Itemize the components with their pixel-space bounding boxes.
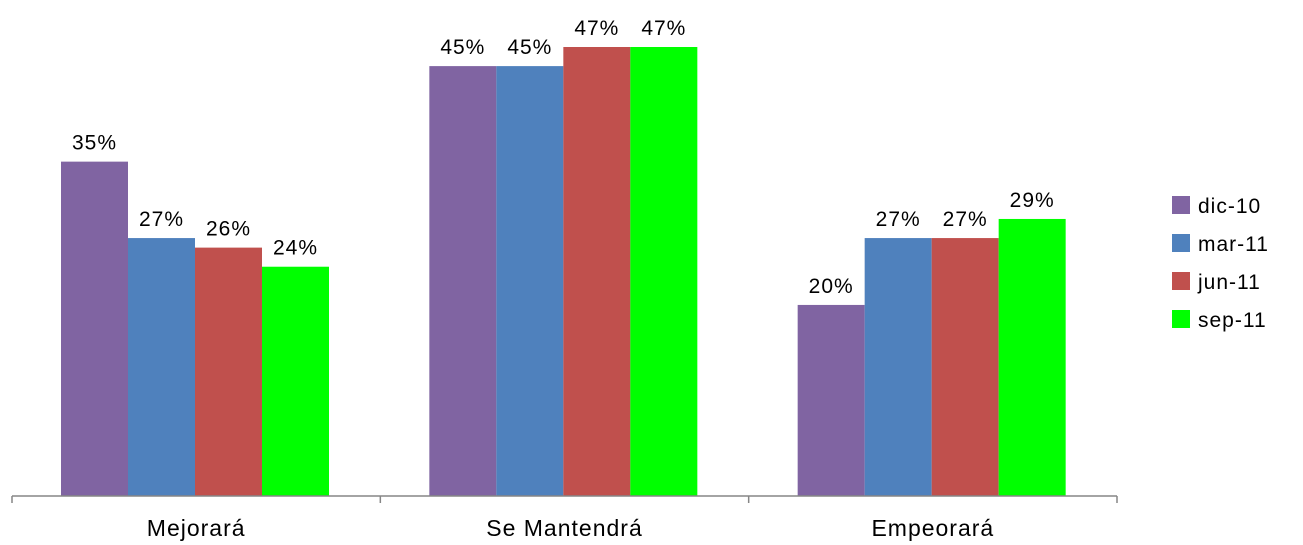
x-axis xyxy=(11,495,1118,503)
bar-se-mantendra-dic-10 xyxy=(429,66,497,496)
data-label-empeorara-mar-11: 27% xyxy=(876,208,921,231)
bar-mejorara-dic-10 xyxy=(61,161,128,496)
category-label-empeorara: Empeorará xyxy=(871,515,994,541)
bar-empeorara-mar-11 xyxy=(864,238,932,496)
data-label-se-mantendra-mar-11: 45% xyxy=(507,36,552,59)
bar-empeorara-sep-11 xyxy=(998,218,1066,496)
data-label-se-mantendra-dic-10: 45% xyxy=(440,36,485,59)
category-label-se-mantendra: Se Mantendrá xyxy=(486,515,642,541)
bar-mejorara-jun-11 xyxy=(195,247,262,496)
legend-label-jun-11: jun-11 xyxy=(1197,271,1261,294)
bar-empeorara-dic-10 xyxy=(797,304,865,496)
legend-label-dic-10: dic-10 xyxy=(1198,195,1261,218)
legend-swatch-dic-10 xyxy=(1172,196,1190,214)
legend-swatch-jun-11 xyxy=(1172,272,1190,290)
bar-se-mantendra-mar-11 xyxy=(496,66,564,496)
bar-se-mantendra-sep-11 xyxy=(630,47,698,496)
legend: dic-10 mar-11 jun-11 sep-11 xyxy=(1172,195,1269,332)
data-label-mejorara-mar-11: 27% xyxy=(139,208,184,231)
data-labels-group: 35% 27% 26% 24% 45% 45% 47% 47% 20% 27% 27% 29% xyxy=(72,17,1055,298)
data-label-empeorara-sep-11: 29% xyxy=(1010,189,1055,212)
legend-swatch-mar-11 xyxy=(1172,234,1190,252)
data-label-empeorara-jun-11: 27% xyxy=(943,208,988,231)
legend-label-sep-11: sep-11 xyxy=(1198,309,1267,332)
legend-swatch-sep-11 xyxy=(1172,310,1190,328)
data-label-mejorara-dic-10: 35% xyxy=(72,132,117,155)
data-label-mejorara-jun-11: 26% xyxy=(206,218,251,241)
bar-mejorara-sep-11 xyxy=(262,266,329,496)
data-label-mejorara-sep-11: 24% xyxy=(273,237,318,260)
data-label-se-mantendra-jun-11: 47% xyxy=(574,17,619,40)
legend-label-mar-11: mar-11 xyxy=(1198,233,1269,256)
category-labels-group: Mejorará Se Mantendrá Empeorará xyxy=(147,515,994,541)
bar-mejorara-mar-11 xyxy=(128,238,195,496)
bars-group xyxy=(61,47,1066,496)
category-label-mejorara: Mejorará xyxy=(147,515,246,541)
data-label-empeorara-dic-10: 20% xyxy=(809,275,854,298)
bar-se-mantendra-jun-11 xyxy=(563,47,631,496)
bar-empeorara-jun-11 xyxy=(931,238,999,496)
data-label-se-mantendra-sep-11: 47% xyxy=(641,17,686,40)
